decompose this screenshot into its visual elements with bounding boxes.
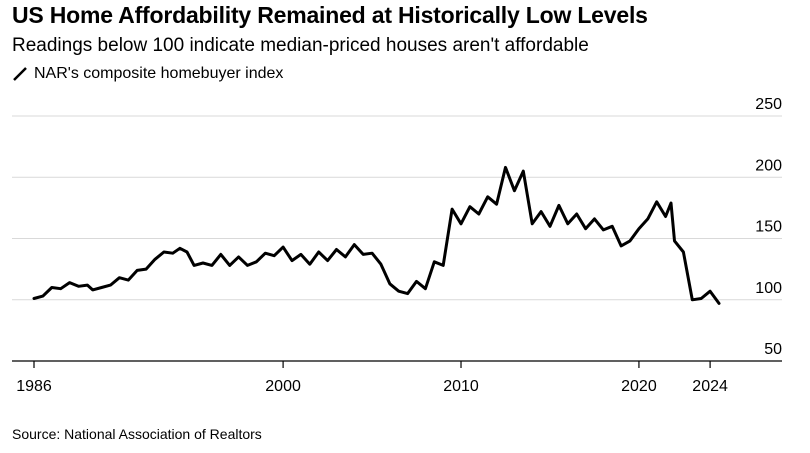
series-line-0 (32, 165, 721, 305)
y-tick-label-200: 200 (755, 157, 782, 174)
x-tick-label-2010: 2010 (443, 378, 479, 395)
chart-subtitle: Readings below 100 indicate median-price… (12, 35, 589, 56)
x-tick-label-1986: 1986 (16, 378, 52, 395)
chart-title: US Home Affordability Remained at Histor… (12, 2, 648, 28)
legend-line-icon (13, 67, 27, 81)
x-tick-label-2000: 2000 (265, 378, 301, 395)
y-tick-label-150: 150 (755, 219, 782, 236)
y-tick-label-100: 100 (755, 280, 782, 297)
y-tick-label-250: 250 (755, 96, 782, 113)
gridlines (12, 115, 782, 301)
y-tick-label-50: 50 (764, 341, 782, 358)
series-layer (32, 165, 721, 305)
x-axis: 1986 2000 2010 2020 2024 (12, 360, 782, 395)
legend: NAR's composite homebuyer index (12, 65, 283, 83)
source-note: Source: National Association of Realtors (12, 426, 262, 442)
y-axis-labels: 50 100 150 200 250 (755, 96, 782, 358)
x-tick-label-2020: 2020 (621, 378, 657, 395)
x-tick-label-2024: 2024 (692, 378, 728, 395)
legend-label: NAR's composite homebuyer index (34, 65, 284, 82)
